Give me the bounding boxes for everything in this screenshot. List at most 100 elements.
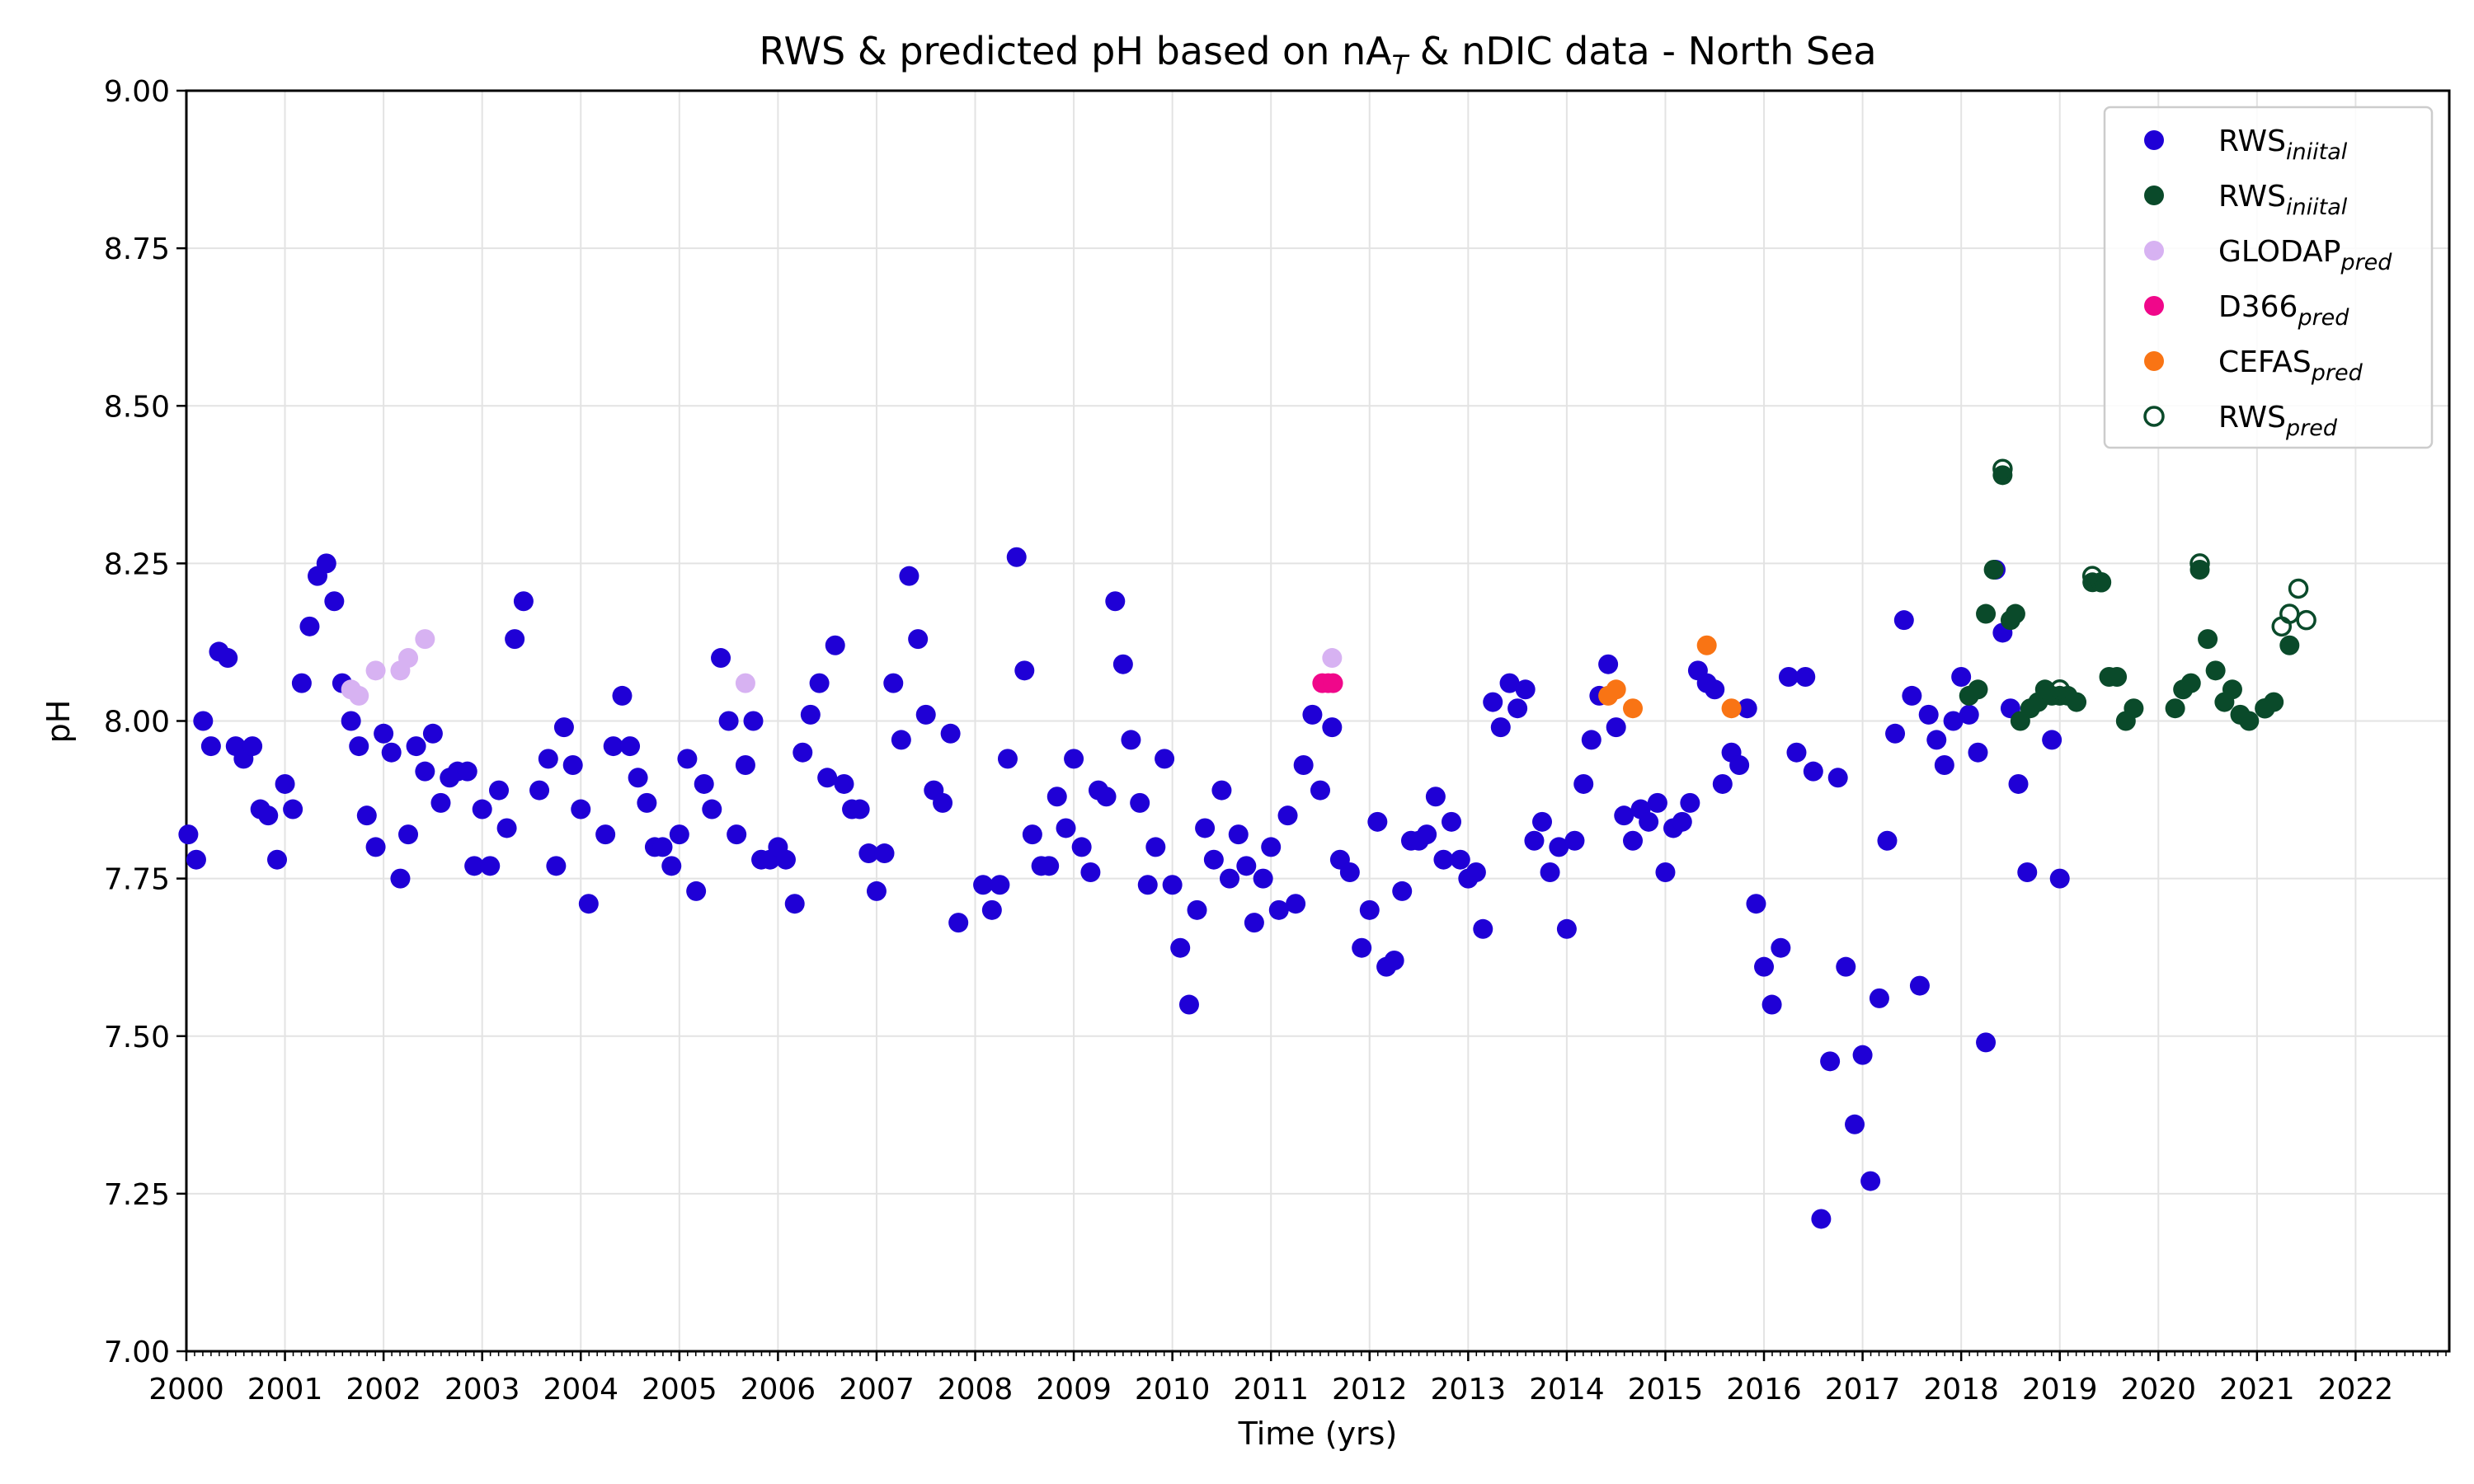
data-point: [2271, 616, 2292, 637]
data-point: [496, 818, 517, 838]
data-point: [793, 742, 813, 763]
data-point: [1943, 711, 1964, 731]
data-point: [324, 591, 345, 612]
x-tick-label: 2013: [1431, 1373, 1507, 1407]
data-point: [1203, 849, 1224, 870]
data-point: [1820, 1051, 1841, 1072]
data-point: [1655, 862, 1676, 882]
data-point: [1473, 918, 1493, 939]
data-point: [1515, 679, 1536, 700]
data-point: [1992, 458, 2013, 479]
data-point: [1022, 824, 1042, 845]
x-tick-label: 2005: [642, 1373, 717, 1407]
data-point: [1712, 773, 1733, 794]
x-tick-label: 2008: [938, 1373, 1014, 1407]
x-tick-label: 2020: [2120, 1373, 2196, 1407]
data-point: [1885, 723, 1906, 744]
data-point: [1852, 1045, 1873, 1065]
data-point: [1293, 755, 1314, 776]
data-point: [1433, 849, 1454, 870]
data-point: [718, 711, 739, 731]
legend-marker: [2143, 406, 2165, 427]
y-tick-label: 8.50: [104, 390, 170, 424]
x-tick-label: 2006: [741, 1373, 816, 1407]
data-point: [538, 749, 558, 769]
data-point: [1902, 685, 1922, 706]
data-point: [1811, 1209, 1832, 1229]
data-point: [1598, 654, 1619, 674]
data-point: [1465, 862, 1486, 882]
x-tick-label: 2002: [346, 1373, 421, 1407]
data-point: [178, 824, 199, 845]
data-point: [1549, 837, 1569, 857]
series-1: [1959, 465, 2300, 731]
data-point: [1112, 654, 1133, 674]
y-tick-label: 9.00: [104, 75, 170, 109]
data-point: [457, 761, 477, 782]
data-point: [1064, 749, 1084, 769]
data-point: [218, 648, 238, 669]
data-point: [1754, 956, 1775, 977]
data-point: [1746, 894, 1766, 914]
data-point: [390, 868, 411, 889]
data-point: [883, 673, 904, 693]
data-point: [2091, 572, 2111, 593]
data-point: [1524, 830, 1545, 851]
series-5: [1992, 458, 2316, 719]
data-point: [2008, 773, 2029, 794]
data-point: [1071, 837, 1092, 857]
x-tick-label: 2003: [444, 1373, 520, 1407]
data-point: [1187, 899, 1207, 920]
series-4: [1598, 635, 1742, 719]
data-point: [2279, 635, 2300, 655]
data-point: [562, 755, 583, 776]
data-point: [415, 761, 435, 782]
data-point: [553, 717, 574, 738]
data-point: [825, 635, 845, 655]
legend-marker: [2144, 186, 2164, 205]
data-point: [415, 629, 435, 650]
data-point: [1392, 881, 1413, 901]
legend-marker: [2144, 130, 2164, 150]
data-point: [1623, 830, 1644, 851]
data-point: [1729, 755, 1750, 776]
data-point: [1211, 780, 1232, 801]
data-point: [1359, 899, 1380, 920]
data-point: [1137, 875, 1158, 895]
data-point: [669, 824, 689, 845]
data-point: [1483, 692, 1503, 712]
data-point: [365, 837, 386, 857]
data-point: [2180, 673, 2201, 693]
x-tick-label: 2021: [2219, 1373, 2295, 1407]
data-point: [1564, 830, 1585, 851]
data-point: [1918, 704, 1939, 725]
data-point: [1323, 673, 1343, 693]
data-point: [940, 723, 961, 744]
data-point: [381, 742, 402, 763]
data-point: [1623, 698, 1644, 719]
data-point: [1909, 975, 1930, 996]
data-point: [2189, 553, 2210, 574]
y-tick-label: 7.00: [104, 1336, 170, 1369]
data-point: [997, 749, 1018, 769]
x-tick-label: 2004: [543, 1373, 618, 1407]
data-point: [275, 773, 295, 794]
data-point: [1162, 875, 1183, 895]
data-point: [1934, 755, 1954, 776]
data-point: [1532, 811, 1553, 832]
data-point: [908, 629, 929, 650]
data-point: [1614, 805, 1634, 826]
data-point: [874, 843, 895, 864]
x-tick-label: 2019: [2022, 1373, 2098, 1407]
data-point: [1845, 1114, 1865, 1134]
data-point: [374, 723, 394, 744]
legend-marker: [2144, 241, 2164, 261]
data-point: [990, 875, 1010, 895]
data-point: [1860, 1171, 1881, 1191]
data-point: [1771, 937, 1791, 958]
y-tick-label: 7.75: [104, 863, 170, 897]
data-point: [1080, 862, 1101, 882]
data-point: [933, 792, 953, 813]
data-point: [1277, 805, 1298, 826]
data-point: [1253, 868, 1273, 889]
